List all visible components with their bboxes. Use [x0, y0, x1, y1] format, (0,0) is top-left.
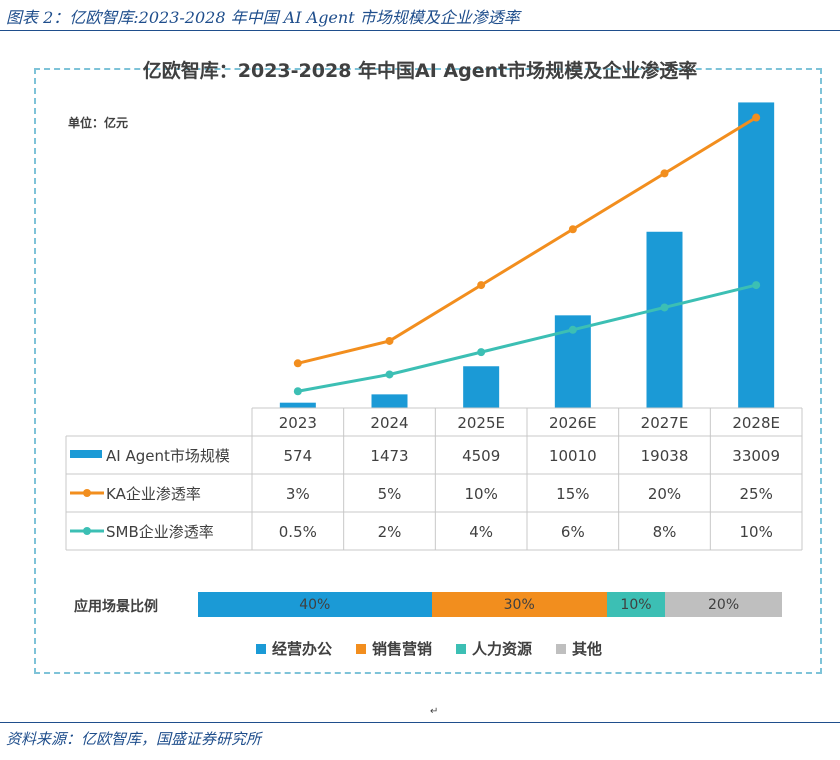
bar-market-size-2027E: [646, 231, 683, 408]
legend-text-1: 销售营销: [372, 640, 433, 658]
point-ka-2023: [293, 359, 302, 368]
legend-item-0: 经营办公: [256, 638, 332, 659]
legend-item-1: 销售营销: [356, 638, 432, 659]
legend-item-3: 其他: [556, 638, 602, 659]
series-name-2: SMB企业渗透率: [106, 523, 214, 541]
legend-swatch-0: [256, 643, 266, 654]
caption-divider: [0, 30, 840, 31]
point-ka-2025E: [477, 281, 486, 290]
scene-legend: 经营办公 销售营销 人力资源 其他: [256, 638, 602, 659]
line-smb-penetration: [297, 283, 757, 393]
legend-item-2: 人力资源: [456, 638, 532, 659]
chart-title: 亿欧智库：2023-2028 年中国AI Agent市场规模及企业渗透率: [142, 60, 698, 82]
point-ka-2024: [385, 336, 394, 345]
legend-text-2: 人力资源: [472, 640, 533, 658]
scene-segment-0: 40%: [198, 592, 432, 617]
series-name-1: KA企业渗透率: [106, 485, 201, 503]
point-smb-2026E: [568, 325, 577, 334]
point-ka-2027E: [660, 169, 669, 178]
scene-segment-2: 10%: [606, 592, 666, 617]
data-label-2-2023: 0.5%: [279, 523, 317, 541]
scene-ratio-label: 应用场景比例: [74, 599, 158, 615]
source-divider: [0, 722, 840, 723]
legend-swatch-3: [556, 643, 567, 654]
legend-swatch-1: [356, 643, 367, 654]
source-note: 资料来源：亿欧智库，国盛证券研究所: [6, 730, 262, 748]
data-label-1-2025E: 10%: [464, 485, 497, 503]
point-ka-2028E: [752, 113, 761, 122]
legend-key-market-size: [70, 450, 102, 458]
legend-key-marker-1: [83, 489, 91, 497]
data-label-2-2025E: 4%: [469, 523, 493, 541]
point-smb-2025E: [477, 348, 486, 357]
bar-market-size-2023: [279, 402, 316, 408]
data-label-2-2024: 2%: [378, 523, 402, 541]
data-label-1-2024: 5%: [378, 485, 402, 503]
data-label-2-2027E: 8%: [653, 523, 677, 541]
legend-text-3: 其他: [572, 640, 603, 658]
chart-frame: [34, 68, 822, 674]
data-label-1-2027E: 20%: [648, 485, 681, 503]
point-smb-2024: [385, 370, 394, 379]
tick-label-2028E: 2028E: [732, 414, 780, 432]
data-label-0-2025E: 4509: [462, 447, 500, 465]
figure-caption: 图表 2：亿欧智库:2023-2028 年中国 AI Agent 市场规模及企业…: [6, 8, 520, 27]
legend-text-0: 经营办公: [272, 640, 333, 658]
tick-label-2026E: 2026E: [549, 414, 597, 432]
data-label-1-2023: 3%: [286, 485, 310, 503]
data-label-1-2028E: 25%: [739, 485, 772, 503]
line-ka-penetration: [297, 116, 757, 365]
legend-key-marker-2: [83, 527, 91, 535]
data-label-0-2027E: 19038: [641, 447, 689, 465]
data-label-2-2028E: 10%: [739, 523, 772, 541]
data-label-0-2024: 1473: [370, 447, 408, 465]
data-label-2-2026E: 6%: [561, 523, 585, 541]
point-smb-2023: [293, 387, 302, 396]
scene-segment-1: 30%: [431, 592, 607, 617]
data-label-1-2026E: 15%: [556, 485, 589, 503]
bar-market-size-2028E: [738, 102, 775, 408]
point-smb-2028E: [752, 281, 761, 290]
point-ka-2026E: [568, 225, 577, 234]
bar-market-size-2025E: [463, 366, 500, 408]
paragraph-mark: ↵: [430, 706, 439, 717]
tick-label-2024: 2024: [370, 414, 408, 432]
tick-label-2023: 2023: [279, 414, 317, 432]
bar-market-size-2024: [371, 394, 408, 408]
tick-label-2025E: 2025E: [457, 414, 505, 432]
series-name-0: AI Agent市场规模: [106, 447, 230, 465]
tick-label-2027E: 2027E: [641, 414, 689, 432]
unit-label: 单位：亿元: [68, 116, 129, 130]
legend-swatch-2: [456, 643, 467, 654]
data-label-0-2026E: 10010: [549, 447, 597, 465]
data-label-0-2023: 574: [284, 447, 313, 465]
scene-ratio-bar: 40% 30% 10% 20%: [198, 592, 782, 617]
scene-segment-3: 20%: [665, 592, 782, 617]
point-smb-2027E: [660, 303, 669, 312]
data-label-0-2028E: 33009: [732, 447, 780, 465]
